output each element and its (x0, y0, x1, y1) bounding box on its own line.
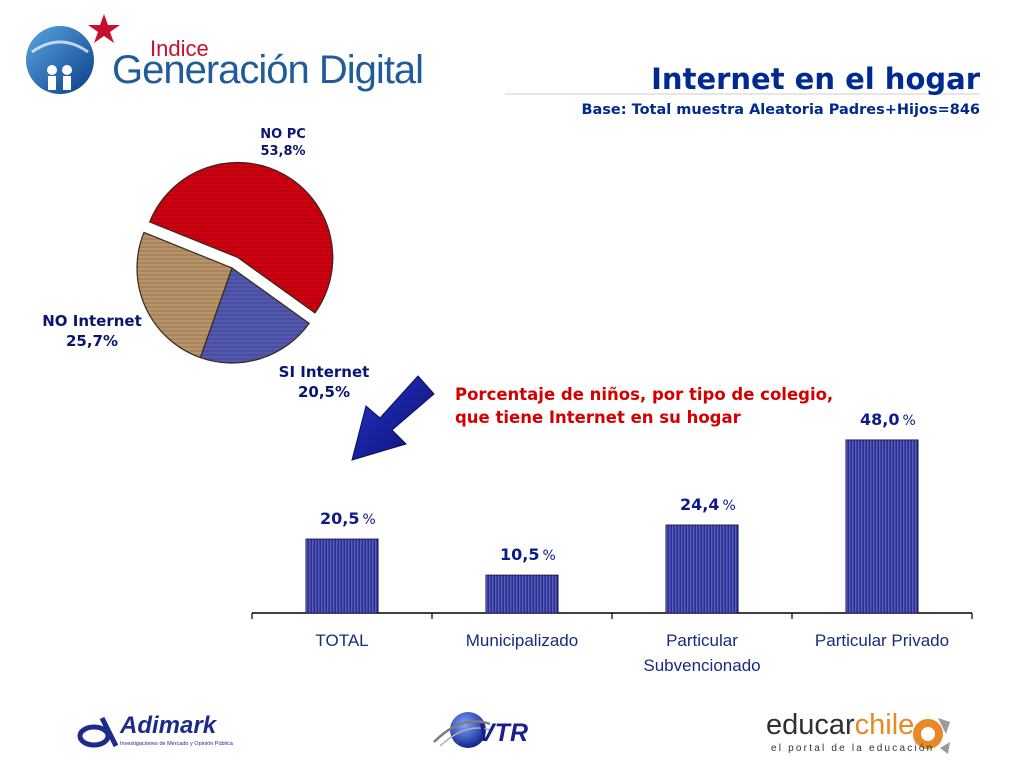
logo-subtitle-indice: Indice (150, 36, 209, 61)
bar-chart-title-line-1: Porcentaje de niños, por tipo de colegio… (455, 385, 834, 404)
x-tick-label: Municipalizado (432, 629, 612, 654)
bar-3-texture (846, 440, 918, 613)
pie-slice-si-internet-texture (200, 268, 310, 363)
adimark-logo-icon (77, 716, 119, 748)
pie-label-no-internet-name: NO Internet (42, 312, 142, 330)
pie-label-si-internet-name: SI Internet (278, 363, 370, 381)
x-tick-label: Particular Privado (792, 629, 972, 654)
bar-value-label: 10,5% (500, 545, 556, 564)
bar-value-unit: % (362, 512, 376, 529)
bar-value-unit: % (722, 498, 736, 515)
educarchile-logo-text-b: chile (854, 709, 915, 741)
educarchile-logo-text-a: educar (766, 709, 855, 741)
logo-title: Generación Digital (112, 48, 424, 92)
bar-0-texture (306, 539, 378, 613)
vtr-logo-text: VTR (478, 719, 528, 747)
bar-value-number: 24,4 (680, 495, 720, 515)
bar-2-texture (666, 525, 738, 613)
bar-1-texture (486, 575, 558, 613)
arrow-down-left-icon (351, 375, 435, 461)
indice-logo-mark (26, 14, 120, 94)
bar-chart (251, 439, 973, 619)
bar-chart-title: Porcentaje de niños, por tipo de colegio… (455, 383, 833, 429)
x-tick-label-line: Particular (666, 631, 738, 650)
bar-value-label: 20,5% (320, 509, 376, 528)
slide-title: Internet en el hogar (651, 62, 980, 96)
pie-label-si-internet-value: 20,5% (297, 382, 351, 401)
bar-value-unit: % (902, 413, 916, 429)
pie-chart (136, 161, 334, 364)
x-tick-label-line: Particular Privado (814, 631, 950, 650)
slide-subtitle: Base: Total muestra Aleatoria Padres+Hij… (581, 102, 980, 118)
x-tick-label-line: TOTAL (315, 631, 369, 650)
pie-label-no-pc-name: NO PC (260, 127, 306, 142)
educarchile-tagline: el portal de la educación (771, 743, 935, 754)
header-divider (505, 93, 980, 95)
adimark-tagline: Investigaciones de Mercado y Opinión Púb… (120, 741, 233, 747)
bar-value-number: 10,5 (500, 545, 540, 565)
bar-value-label: 48,0% (860, 410, 916, 429)
x-tick-label-line: Municipalizado (465, 631, 579, 650)
pie-label-no-pc: NO PC 53,8% (238, 127, 328, 161)
pie-label-si-internet: SI Internet 20,5% (262, 363, 386, 402)
x-tick-label: TOTAL (252, 629, 432, 654)
educarchile-logo-text: educarchile (766, 709, 914, 742)
pie-label-no-pc-value: 53,8% (260, 143, 306, 159)
bar-chart-title-line-2: que tiene Internet en su hogar (455, 408, 741, 428)
pie-label-no-internet-value: 25,7% (65, 331, 119, 350)
adimark-logo-text: Adimark (120, 712, 217, 739)
bar-value-number: 20,5 (320, 509, 360, 529)
x-tick-label-line: Subvencionado (643, 655, 761, 675)
bar-value-number: 48,0 (860, 410, 900, 429)
pie-slice-no-pc-texture (149, 162, 333, 313)
x-tick-label: Particular Subvencionado (612, 629, 792, 678)
bar-value-label: 24,4% (680, 495, 736, 514)
vtr-logo-icon (433, 712, 491, 748)
pie-slice-no-internet-texture (136, 232, 232, 358)
pie-label-no-internet: NO Internet 25,7% (30, 312, 154, 351)
bar-value-unit: % (542, 548, 556, 565)
educarchile-logo-icon (913, 718, 950, 754)
